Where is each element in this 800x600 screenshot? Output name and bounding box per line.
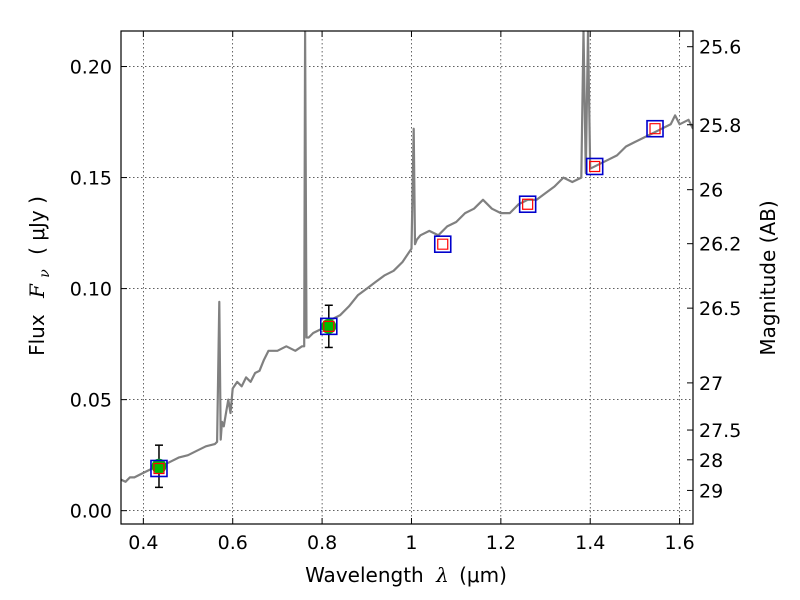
model-marker — [649, 123, 661, 135]
observed-point — [321, 318, 337, 334]
y-tick-label: 0.20 — [70, 57, 112, 79]
plot-area — [121, 31, 693, 489]
x-tick-label: 1 — [405, 532, 417, 554]
y2-tick-label: 27 — [699, 373, 723, 395]
model-marker — [153, 462, 165, 475]
model-marker — [437, 238, 449, 250]
y-tick-label: 0.00 — [70, 501, 112, 523]
y-axis-label-text: Flux — [25, 314, 49, 356]
y2-tick-label: 26.5 — [699, 298, 741, 320]
y-tick-label: 0.15 — [70, 168, 112, 190]
y-axis-label: Flux F ν ( μJy ) — [25, 196, 54, 356]
y-tick-label: 0.10 — [70, 279, 112, 301]
x-tick-label: 0.6 — [218, 532, 248, 554]
y2-tick-label: 26 — [699, 180, 723, 202]
model-box — [518, 195, 537, 214]
x-tick-label: 0.4 — [128, 532, 158, 554]
model-box — [585, 157, 604, 176]
y2-tick-label: 25.8 — [699, 115, 741, 137]
grid-lines — [121, 31, 693, 524]
x-axis-label-symbol: λ — [435, 563, 449, 587]
y2-tick-label: 26.2 — [699, 234, 741, 256]
model-box — [319, 317, 338, 336]
y2-tick-label: 25.6 — [699, 37, 741, 59]
x-axis-label-units: (μm) — [459, 563, 507, 587]
model-box — [150, 459, 168, 478]
x-tick-label: 1.6 — [664, 532, 694, 554]
y-axis-label-subscript: ν — [37, 269, 53, 278]
x-tick-label: 1.4 — [575, 532, 605, 554]
model-marker — [323, 320, 335, 332]
model-box — [646, 119, 664, 138]
ticks: 0.4 0.6 0.8 1 1.2 1.4 1.6 0.00 0.05 0.10 0.15 0.20 2… — [70, 31, 741, 554]
y-tick-label: 0.05 — [70, 390, 112, 412]
x-axis-label-text: Wavelength — [305, 563, 424, 587]
spectrum-line — [121, 31, 693, 483]
x-axis-label: Wavelength λ (μm) — [305, 563, 507, 587]
y-axis-label-units: ( μJy ) — [25, 196, 49, 255]
y2-axis-label: Magnitude (AB) — [756, 200, 780, 355]
axes-frame — [120, 30, 694, 525]
y2-tick-label: 28 — [699, 450, 723, 472]
y2-tick-label: 27.5 — [699, 420, 741, 442]
x-tick-label: 1.2 — [486, 532, 516, 554]
model-marker — [589, 160, 601, 173]
x-tick-label: 0.8 — [307, 532, 337, 554]
y2-tick-label: 29 — [699, 480, 723, 502]
model-marker — [522, 198, 534, 210]
y-axis-label-symbol: F — [25, 283, 49, 299]
model-box — [433, 235, 452, 253]
